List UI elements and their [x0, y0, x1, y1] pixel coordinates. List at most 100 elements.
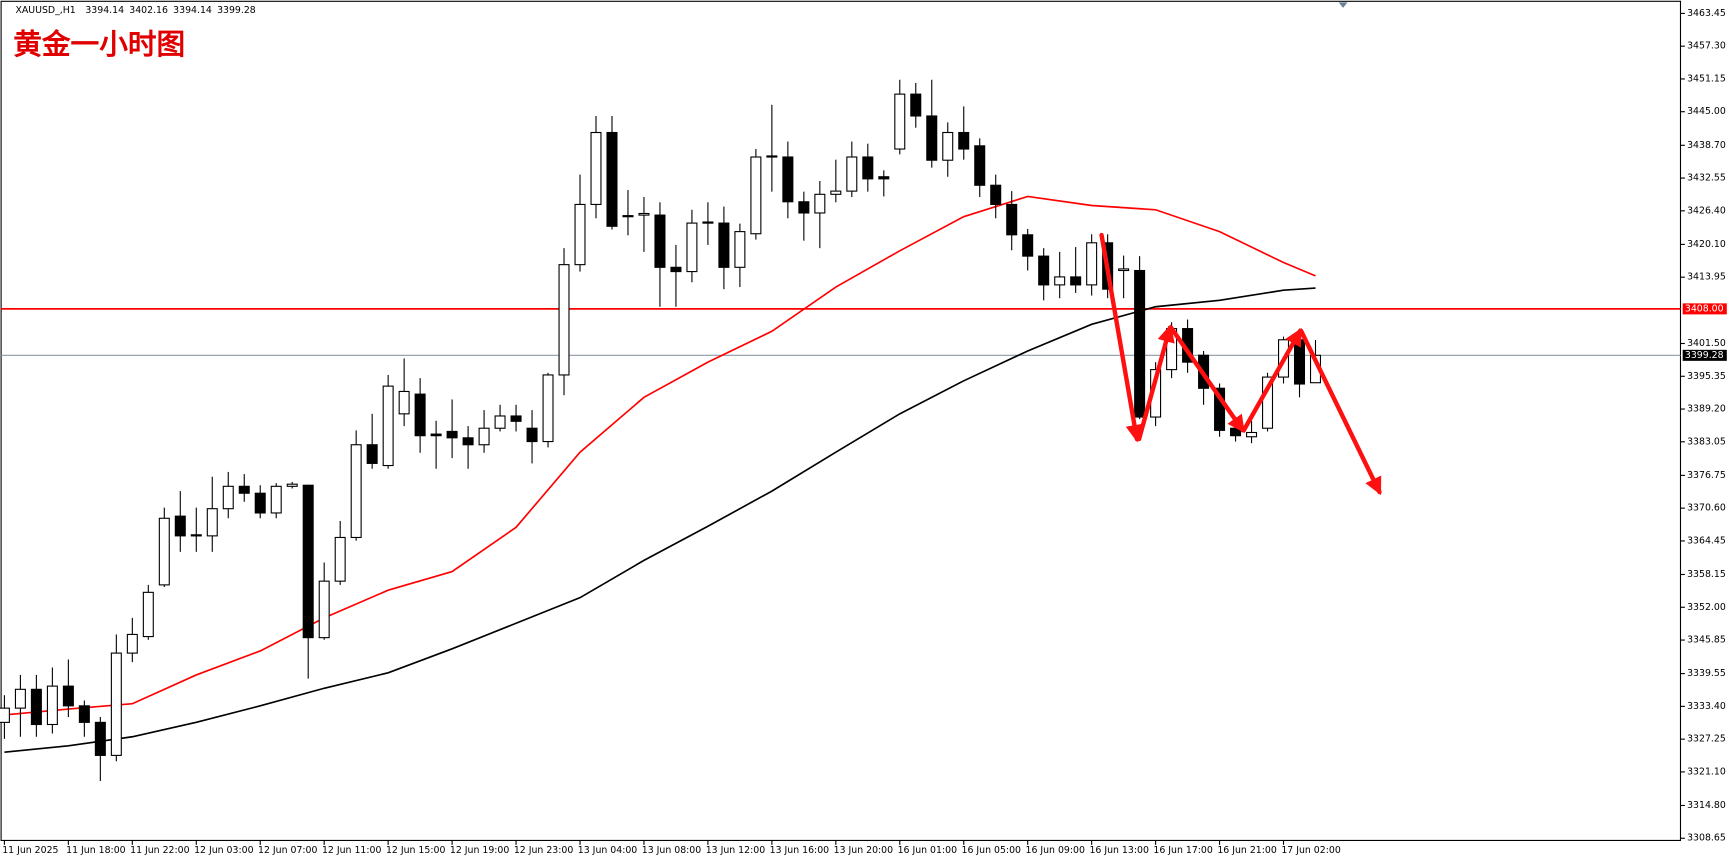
ohlc-low: 3394.14: [173, 5, 212, 16]
candle-body: [574, 203, 586, 266]
candle-body: [654, 214, 666, 268]
candle-body: [430, 433, 442, 437]
y-tick-label: 3457.30: [1687, 41, 1726, 52]
y-tick-label: 3432.55: [1687, 173, 1726, 184]
symbol: XAUUSD_,H1: [15, 5, 75, 16]
price-label-box: [1682, 303, 1727, 315]
candle-body: [734, 231, 746, 268]
header: XAUUSD_,H1 3394.14 3402.16 3394.14 3399.…: [15, 5, 255, 16]
y-tick-label: 3370.60: [1687, 503, 1726, 514]
candle-body: [1214, 387, 1226, 431]
y-tick-label: 3321.10: [1687, 766, 1726, 777]
x-tick-label: 16 Jun 17:00: [1153, 845, 1213, 856]
scroll-marker: [1338, 2, 1348, 8]
x-tick-label: 12 Jun 03:00: [194, 845, 254, 856]
candle-body: [510, 415, 522, 422]
moving-average: [4, 195, 1316, 716]
x-tick-label: 12 Jun 11:00: [322, 845, 382, 856]
x-tick-label: 11 Jun 18:00: [66, 845, 126, 856]
x-tick-label: 16 Jun 09:00: [1025, 845, 1085, 856]
candle-body: [878, 176, 890, 180]
x-tick-label: 12 Jun 15:00: [386, 845, 446, 856]
ohlc-open: 3394.14: [85, 5, 124, 16]
candle-body: [686, 222, 698, 273]
moving-average: [4, 287, 1316, 754]
candle-body: [670, 266, 682, 273]
arrow: [1168, 325, 1245, 434]
y-tick-label: 3364.45: [1687, 535, 1726, 546]
candle-body: [830, 190, 842, 195]
ohlc-high: 3402.16: [129, 5, 168, 16]
x-tick-label: 13 Jun 20:00: [834, 845, 894, 856]
candle-body: [62, 685, 74, 707]
y-tick-label: 3358.15: [1687, 569, 1726, 580]
y-tick-label: 3395.35: [1687, 371, 1726, 382]
candle-body: [1230, 427, 1242, 437]
y-tick-label: 3401.50: [1687, 338, 1726, 349]
x-tick-label: 12 Jun 19:00: [450, 845, 510, 856]
price-label: 3408.00: [1685, 303, 1724, 314]
x-tick-label: 16 Jun 21:00: [1217, 845, 1277, 856]
y-tick-label: 3308.65: [1687, 833, 1726, 844]
candle-body: [942, 131, 954, 161]
candle-body: [798, 201, 810, 214]
y-tick-label: 3327.25: [1687, 734, 1726, 745]
x-tick-label: 16 Jun 13:00: [1089, 845, 1149, 856]
candle-body: [910, 93, 922, 117]
y-tick-label: 3463.45: [1687, 8, 1726, 19]
candle-body: [1070, 276, 1082, 286]
candle-body: [302, 484, 314, 639]
candle-body: [990, 184, 1002, 205]
candle-body: [766, 155, 778, 158]
candle-body: [1006, 203, 1018, 236]
candle-body: [814, 193, 826, 214]
candle-body: [526, 427, 538, 443]
y-tick-label: 3438.70: [1687, 140, 1726, 151]
x-tick-label: 11 Jun 22:00: [130, 845, 190, 856]
candle-body: [958, 131, 970, 150]
candle-body: [286, 483, 298, 487]
candle-body: [334, 536, 346, 582]
candle-body: [478, 427, 490, 446]
arrow: [1241, 327, 1303, 433]
candle-body: [350, 444, 362, 539]
y-tick-label: 3413.95: [1687, 272, 1726, 283]
x-tick-label: 11 Jun 2025: [2, 845, 58, 856]
candle-body: [1054, 276, 1066, 286]
marks: [0, 79, 1681, 781]
chart-title: 黄金一小时图: [13, 27, 185, 61]
candle-body: [638, 212, 650, 216]
candle-body: [158, 517, 170, 586]
candle-body: [1134, 269, 1146, 418]
candle-body: [894, 93, 906, 150]
candle-body: [110, 652, 122, 756]
candle-body: [446, 430, 458, 439]
candle-body: [366, 444, 378, 464]
candle-body: [862, 156, 874, 180]
arrow: [1298, 328, 1382, 496]
arrow: [1136, 324, 1175, 442]
y-tick-label: 3426.40: [1687, 205, 1726, 216]
candle-body: [1086, 242, 1098, 286]
candle-body: [142, 591, 154, 638]
x-tick-label: 12 Jun 07:00: [258, 845, 318, 856]
candle-body: [318, 580, 330, 639]
x-tick-label: 13 Jun 08:00: [642, 845, 702, 856]
plot-frame: [0, 0, 1682, 841]
arrow: [1099, 232, 1144, 443]
x-tick-label: 17 Jun 02:00: [1281, 845, 1341, 856]
candle-body: [622, 215, 634, 218]
candle-body: [126, 633, 138, 654]
candle-body: [398, 390, 410, 415]
candle-body: [542, 374, 554, 443]
y-tick-label: 3345.85: [1687, 635, 1726, 646]
candle-body: [590, 131, 602, 205]
candle-body: [174, 515, 186, 537]
candle-body: [382, 385, 394, 467]
candle-body: [750, 156, 762, 235]
candle-body: [1246, 431, 1258, 438]
candle-body: [14, 688, 26, 709]
y-tick-label: 3383.05: [1687, 436, 1726, 447]
candle-body: [462, 437, 474, 446]
candle-body: [78, 705, 90, 723]
